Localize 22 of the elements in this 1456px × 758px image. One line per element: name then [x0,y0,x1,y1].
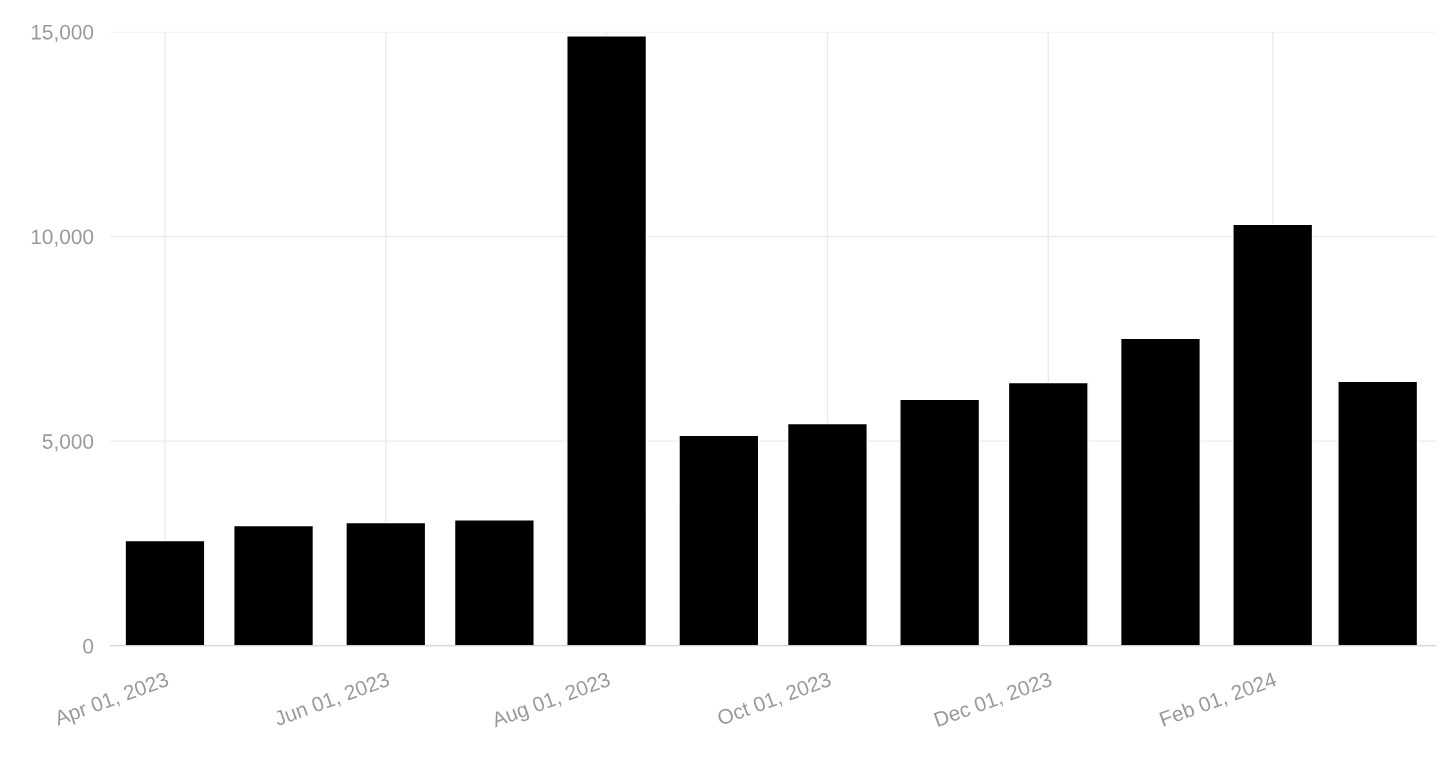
x-tick-label: Dec 01, 2023 [933,671,1054,730]
bar [453,519,535,646]
bar [233,524,315,646]
bar [1007,381,1089,646]
bar [124,539,206,646]
x-tick-label: Jun 01, 2023 [273,671,392,729]
x-tick-label: Feb 01, 2024 [1158,671,1279,729]
x-tick-label: Apr 01, 2023 [53,671,171,730]
bar [786,422,868,646]
bar [899,398,981,646]
y-tick-label: 5,000 [42,434,94,452]
x-tick-label: Oct 01, 2023 [716,671,833,728]
y-tick-label: 0 [83,638,94,654]
bar [1119,337,1202,646]
x-tick-label: Aug 01, 2023 [490,671,613,732]
bar [1232,223,1314,646]
bar [1337,380,1419,646]
bar [345,521,427,646]
y-tick-label: 10,000 [31,229,94,247]
bar [678,434,760,646]
y-tick-label: 15,000 [31,24,94,43]
bar [566,35,648,646]
